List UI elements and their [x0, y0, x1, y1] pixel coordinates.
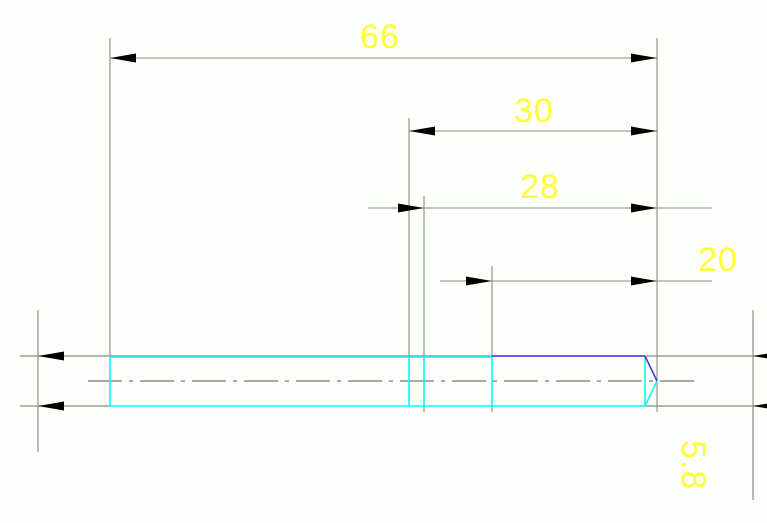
dimension-label-20: 20: [698, 241, 738, 279]
part-chamfer-lower: [644, 380, 658, 407]
dimension-label-28: 28: [520, 168, 560, 206]
dimension-label-30: 30: [514, 92, 554, 130]
dimension-label-6: 6: [0, 420, 4, 440]
dimension-label-66: 66: [360, 18, 400, 56]
extension-lines: [37, 38, 754, 500]
part-outline-blue: [492, 355, 658, 382]
part-outline-cyan: [109, 356, 658, 407]
part-chamfer-upper: [644, 355, 658, 382]
dimension-label-5-8: 5.8: [674, 440, 712, 491]
